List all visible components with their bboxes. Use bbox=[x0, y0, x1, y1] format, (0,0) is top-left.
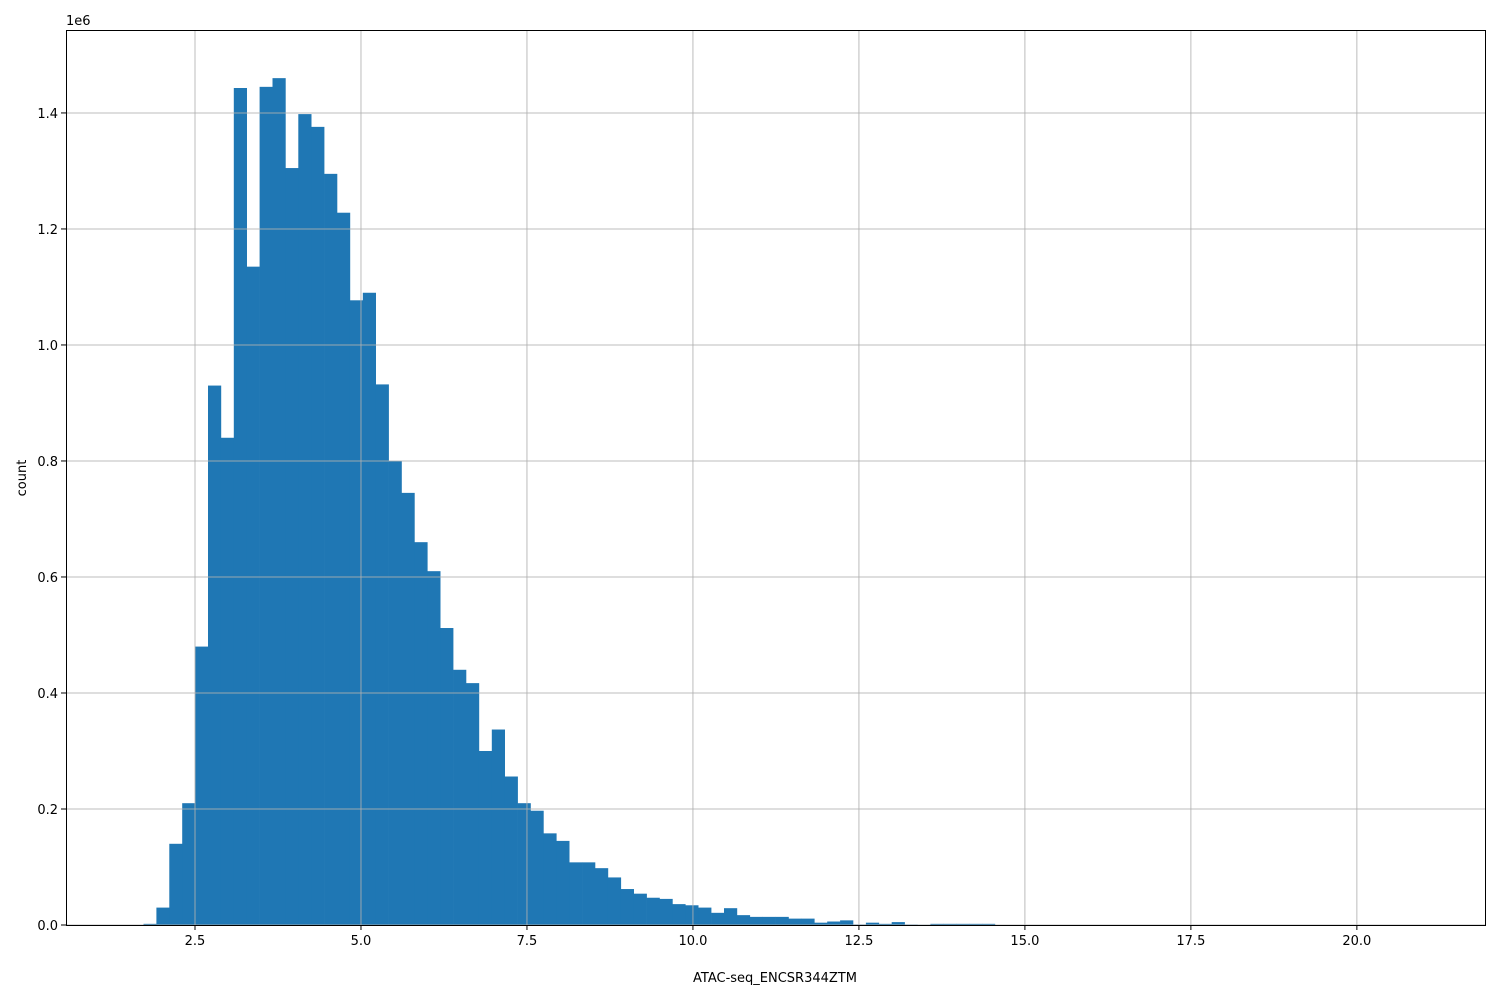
histogram-bar bbox=[646, 897, 660, 925]
x-tick-label: 17.5 bbox=[1176, 934, 1205, 949]
histogram-bar bbox=[711, 912, 725, 925]
y-offset-label: 1e6 bbox=[66, 14, 91, 29]
histogram-bar bbox=[491, 729, 505, 925]
histogram-bar bbox=[414, 542, 428, 925]
histogram-bar bbox=[788, 918, 802, 925]
y-tick-label: 0.8 bbox=[37, 455, 58, 470]
y-tick-label: 0.6 bbox=[37, 571, 58, 586]
histogram-bar bbox=[220, 437, 235, 925]
histogram-bar bbox=[156, 907, 170, 925]
histogram-bar bbox=[840, 920, 854, 925]
bars bbox=[143, 78, 996, 926]
histogram-bar bbox=[401, 492, 415, 925]
histogram-bar bbox=[930, 923, 944, 925]
x-axis-label: ATAC-seq_ENCSR344ZTM bbox=[693, 971, 857, 986]
histogram-bar bbox=[517, 803, 531, 925]
histogram-bar bbox=[633, 893, 647, 925]
histogram-bar bbox=[956, 923, 970, 925]
x-tick-label: 10.0 bbox=[678, 934, 707, 949]
histogram-bar bbox=[569, 862, 583, 925]
histogram-bar bbox=[440, 628, 454, 925]
x-tick-label: 5.0 bbox=[351, 934, 372, 949]
histogram-bar bbox=[801, 918, 815, 925]
x-tick-label: 7.5 bbox=[517, 934, 538, 949]
histogram-bar bbox=[594, 868, 609, 925]
histogram-bar bbox=[311, 126, 325, 925]
histogram-bar bbox=[762, 916, 776, 925]
histogram-bar bbox=[827, 921, 841, 925]
histogram-bar bbox=[182, 803, 196, 925]
plot-frame bbox=[66, 30, 1486, 926]
y-axis-label: count bbox=[15, 460, 30, 497]
histogram-bar bbox=[427, 571, 441, 925]
x-tick-label: 20.0 bbox=[1342, 934, 1371, 949]
histogram-bar bbox=[246, 266, 260, 925]
histogram-bar bbox=[698, 907, 712, 925]
histogram-bar bbox=[620, 889, 634, 925]
histogram-bar bbox=[169, 843, 183, 925]
histogram-bar bbox=[582, 862, 596, 925]
histogram-bar bbox=[556, 840, 570, 925]
histogram-bar bbox=[685, 905, 699, 925]
histogram-bar bbox=[749, 916, 763, 925]
histogram-bar bbox=[478, 750, 493, 925]
histogram-bar bbox=[259, 86, 273, 925]
y-tick-label: 1.0 bbox=[37, 339, 58, 354]
histogram-bar bbox=[349, 300, 364, 926]
histogram-bar bbox=[672, 904, 686, 925]
x-axis: 2.5 5.0 7.5 10.0 12.5 15.0 17.5 20.0 bbox=[185, 925, 1371, 949]
histogram-bar bbox=[298, 114, 312, 925]
histogram-bar bbox=[878, 923, 892, 925]
x-tick-label: 2.5 bbox=[185, 934, 206, 949]
histogram-bar bbox=[891, 922, 905, 925]
x-tick-label: 15.0 bbox=[1010, 934, 1039, 949]
histogram-bar bbox=[607, 877, 622, 925]
histogram-bar bbox=[865, 922, 880, 925]
y-tick-label: 0.4 bbox=[37, 687, 58, 702]
histogram-bar bbox=[272, 78, 286, 925]
histogram-bar bbox=[504, 776, 518, 925]
histogram-bar bbox=[775, 916, 789, 925]
histogram-bar bbox=[143, 923, 157, 925]
y-tick-label: 1.2 bbox=[37, 223, 58, 238]
histogram-bar bbox=[453, 669, 467, 925]
histogram-bar bbox=[981, 923, 996, 925]
histogram-bar bbox=[969, 923, 983, 925]
histogram-bar bbox=[233, 88, 247, 925]
histogram-bar bbox=[543, 833, 557, 925]
histogram-bar bbox=[207, 385, 222, 925]
histogram-bar bbox=[736, 915, 751, 925]
x-tick-label: 12.5 bbox=[844, 934, 873, 949]
y-axis: 0.0 0.2 0.4 0.6 0.8 1.0 1.2 1.4 bbox=[37, 107, 66, 934]
histogram-bar bbox=[465, 683, 480, 925]
y-tick-label: 1.4 bbox=[37, 107, 58, 122]
histogram-bar bbox=[375, 384, 389, 925]
histogram-bar bbox=[336, 212, 351, 925]
histogram-bar bbox=[285, 168, 299, 925]
y-tick-label: 0.0 bbox=[37, 919, 58, 934]
histogram-bar bbox=[943, 923, 957, 925]
y-tick-label: 0.2 bbox=[37, 803, 58, 818]
histogram-bar bbox=[814, 922, 828, 925]
histogram-bar bbox=[362, 292, 376, 925]
histogram-bar bbox=[324, 173, 338, 926]
histogram-bar bbox=[723, 908, 738, 925]
histogram-bar bbox=[195, 646, 209, 925]
histogram-bar bbox=[530, 810, 544, 925]
histogram-bar bbox=[659, 898, 673, 925]
